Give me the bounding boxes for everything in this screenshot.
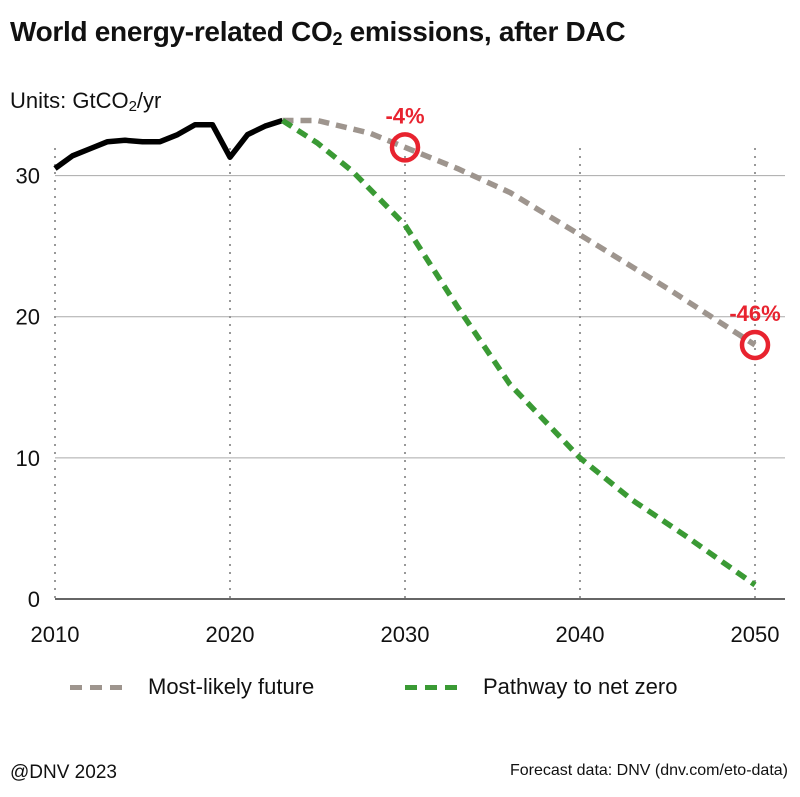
legend-item-most-likely: Most-likely future xyxy=(70,674,314,700)
x-tick-label: 2020 xyxy=(206,622,255,647)
source-note: Forecast data: DNV (dnv.com/eto-data) xyxy=(509,762,788,779)
legend-swatch-most-likely xyxy=(70,684,130,690)
annotation-label: -46% xyxy=(729,301,780,326)
legend-label-net-zero: Pathway to net zero xyxy=(483,674,678,699)
y-tick-label: 10 xyxy=(16,446,40,471)
legend-item-net-zero: Pathway to net zero xyxy=(405,674,677,700)
copyright-note: @DNV 2023 xyxy=(10,762,117,783)
y-tick-label: 30 xyxy=(16,164,40,189)
chart-title: World energy-related CO2 emissions, afte… xyxy=(10,16,626,49)
x-tick-label: 2010 xyxy=(31,622,80,647)
chart-legend: Most-likely future Pathway to net zero xyxy=(0,674,800,704)
annotation-marker xyxy=(389,132,421,163)
series-line-history xyxy=(53,117,284,171)
annotation-label: -4% xyxy=(385,103,424,128)
series-line-net-zero xyxy=(281,118,757,588)
units-label: Units: GtCO2/yr xyxy=(10,88,162,115)
legend-swatch-net-zero xyxy=(405,684,465,690)
annotation-marker xyxy=(739,329,771,361)
x-tick-label: 2030 xyxy=(381,622,430,647)
legend-label-most-likely: Most-likely future xyxy=(148,674,315,699)
y-tick-label: 0 xyxy=(28,587,40,612)
y-tick-label: 20 xyxy=(16,305,40,330)
series-line-most-likely xyxy=(282,117,757,348)
x-tick-label: 2050 xyxy=(731,622,780,647)
x-tick-label: 2040 xyxy=(556,622,605,647)
